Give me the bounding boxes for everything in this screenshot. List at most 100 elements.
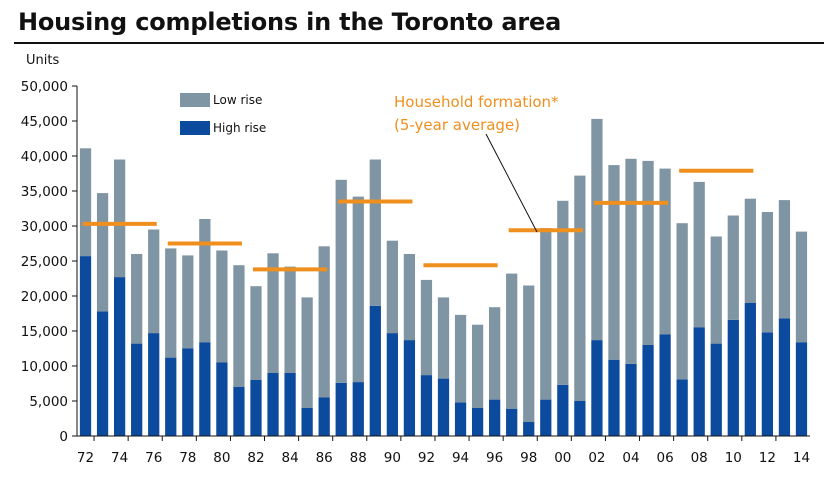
y-tick-label: 25,000 bbox=[21, 254, 68, 270]
bar-high-rise-89 bbox=[369, 305, 381, 436]
bar-low-rise-99 bbox=[540, 228, 552, 400]
bar-high-rise-75 bbox=[131, 343, 143, 436]
bar-high-rise-97 bbox=[506, 408, 518, 436]
bar-high-rise-84 bbox=[284, 373, 296, 436]
bar-low-rise-86 bbox=[318, 246, 330, 398]
bar-low-rise-07 bbox=[676, 223, 688, 380]
legend-swatch-low-rise bbox=[180, 93, 210, 107]
bars bbox=[79, 118, 808, 436]
chart-title: Housing completions in the Toronto area bbox=[18, 8, 562, 36]
bar-high-rise-72 bbox=[79, 256, 92, 436]
bar-low-rise-84 bbox=[284, 266, 296, 373]
bar-low-rise-76 bbox=[148, 229, 160, 334]
x-tick-label: 90 bbox=[384, 450, 401, 466]
bar-high-rise-85 bbox=[301, 408, 313, 436]
bar-low-rise-77 bbox=[165, 248, 177, 358]
x-tick-label: 88 bbox=[350, 450, 367, 466]
bar-low-rise-12 bbox=[761, 212, 774, 333]
annotation: Household formation* (5-year average) bbox=[394, 93, 559, 233]
bar-low-rise-08 bbox=[693, 181, 705, 328]
bar-high-rise-76 bbox=[148, 333, 160, 436]
bar-low-rise-89 bbox=[369, 159, 381, 306]
legend-label-high-rise: High rise bbox=[213, 121, 266, 135]
x-tick-label: 98 bbox=[520, 450, 537, 466]
y-tick-label: 0 bbox=[59, 429, 68, 445]
bar-low-rise-97 bbox=[506, 273, 518, 409]
bar-high-rise-07 bbox=[676, 379, 688, 436]
bar-high-rise-08 bbox=[693, 327, 705, 436]
bar-high-rise-93 bbox=[437, 378, 450, 436]
bar-high-rise-83 bbox=[267, 373, 279, 436]
x-tick-label: 96 bbox=[486, 450, 503, 466]
y-tick-label: 10,000 bbox=[21, 359, 68, 375]
bar-low-rise-80 bbox=[216, 250, 228, 363]
x-tick-label: 08 bbox=[691, 450, 708, 466]
x-tick-label: 74 bbox=[111, 450, 128, 466]
bar-low-rise-82 bbox=[250, 286, 262, 380]
bar-low-rise-11 bbox=[744, 198, 756, 303]
bar-high-rise-13 bbox=[778, 318, 791, 436]
bar-low-rise-78 bbox=[182, 255, 194, 349]
x-tick-label: 12 bbox=[759, 450, 776, 466]
y-tick-label: 15,000 bbox=[21, 324, 68, 340]
bar-low-rise-88 bbox=[352, 196, 364, 383]
bar-high-rise-94 bbox=[454, 402, 467, 436]
bar-low-rise-10 bbox=[727, 215, 739, 320]
x-tick-label: 04 bbox=[622, 450, 639, 466]
bar-high-rise-10 bbox=[727, 319, 739, 436]
bar-low-rise-01 bbox=[574, 175, 586, 401]
x-tick-label: 02 bbox=[588, 450, 605, 466]
bar-high-rise-87 bbox=[335, 382, 347, 436]
y-tick-label: 30,000 bbox=[21, 219, 68, 235]
bar-low-rise-98 bbox=[523, 285, 535, 422]
bar-low-rise-95 bbox=[471, 324, 484, 408]
bar-high-rise-01 bbox=[574, 401, 586, 436]
household-formation-lines bbox=[82, 168, 754, 272]
bar-low-rise-93 bbox=[437, 297, 450, 379]
bar-high-rise-14 bbox=[795, 342, 808, 436]
bar-low-rise-91 bbox=[403, 254, 416, 341]
bar-high-rise-03 bbox=[608, 359, 620, 436]
x-tick-label: 80 bbox=[213, 450, 230, 466]
bar-high-rise-74 bbox=[113, 277, 126, 436]
bar-low-rise-14 bbox=[795, 231, 808, 343]
bar-low-rise-13 bbox=[778, 200, 791, 319]
bar-high-rise-77 bbox=[165, 357, 177, 436]
x-ticks: 72 74 76 78 80 82 84 86 88 90 92 94 96 98 00 02 04 06 08 10… bbox=[77, 436, 810, 466]
bar-high-rise-12 bbox=[761, 332, 774, 436]
title-rule bbox=[14, 42, 824, 44]
bar-low-rise-83 bbox=[267, 253, 279, 373]
bar-low-rise-09 bbox=[710, 236, 722, 344]
bar-low-rise-75 bbox=[131, 254, 143, 344]
x-tick-label: 72 bbox=[77, 450, 94, 466]
bar-high-rise-99 bbox=[540, 399, 552, 436]
bar-high-rise-04 bbox=[625, 363, 637, 436]
annotation-line-1: Household formation* bbox=[394, 93, 559, 111]
annotation-pointer bbox=[485, 133, 538, 233]
x-tick-label: 78 bbox=[179, 450, 196, 466]
bar-high-rise-06 bbox=[659, 334, 671, 436]
bar-high-rise-79 bbox=[199, 342, 211, 436]
bar-low-rise-05 bbox=[642, 160, 654, 345]
bar-low-rise-81 bbox=[233, 265, 245, 387]
bar-low-rise-96 bbox=[489, 307, 501, 400]
bar-high-rise-98 bbox=[523, 422, 535, 436]
y-tick-label: 40,000 bbox=[21, 149, 68, 165]
bar-high-rise-78 bbox=[182, 348, 194, 436]
bar-low-rise-73 bbox=[96, 193, 109, 312]
bar-high-rise-00 bbox=[557, 384, 569, 436]
bar-high-rise-86 bbox=[318, 397, 330, 436]
bar-high-rise-92 bbox=[420, 375, 433, 436]
bar-low-rise-94 bbox=[454, 314, 467, 403]
bar-high-rise-05 bbox=[642, 345, 654, 436]
bar-high-rise-11 bbox=[744, 303, 756, 436]
legend: Low rise High rise bbox=[180, 93, 266, 135]
x-tick-label: 86 bbox=[316, 450, 333, 466]
bar-low-rise-00 bbox=[557, 200, 569, 385]
y-tick-label: 5,000 bbox=[29, 394, 68, 410]
bar-low-rise-74 bbox=[113, 159, 126, 278]
x-tick-label: 76 bbox=[145, 450, 162, 466]
y-tick-label: 20,000 bbox=[21, 289, 68, 305]
x-tick-label: 00 bbox=[554, 450, 571, 466]
